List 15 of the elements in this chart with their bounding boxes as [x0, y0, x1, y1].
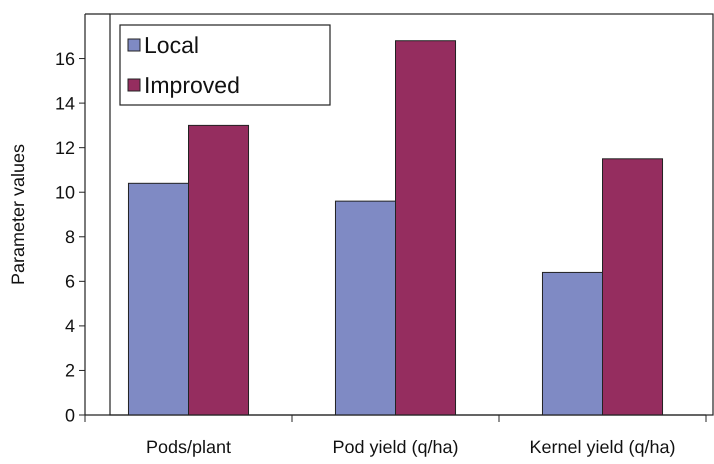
y-tick-label: 16	[54, 48, 75, 69]
y-tick-label: 10	[54, 182, 75, 203]
y-tick-label: 0	[64, 405, 75, 426]
y-tick-label: 4	[64, 316, 75, 336]
x-tick-label: Kernel yield (q/ha)	[529, 437, 676, 457]
y-tick-label: 8	[64, 227, 75, 248]
y-tick-label: 2	[64, 360, 75, 381]
y-tick-label: 12	[54, 138, 75, 158]
x-tick-label: Pod yield (q/ha)	[332, 437, 459, 457]
y-axis-title: Parameter values	[8, 144, 28, 286]
y-tick-label: 14	[54, 93, 75, 114]
legend-label: Improved	[144, 72, 240, 98]
y-tick-label: 6	[64, 272, 75, 292]
legend-label: Local	[144, 32, 199, 58]
x-tick-label: Pods/plant	[146, 437, 232, 457]
